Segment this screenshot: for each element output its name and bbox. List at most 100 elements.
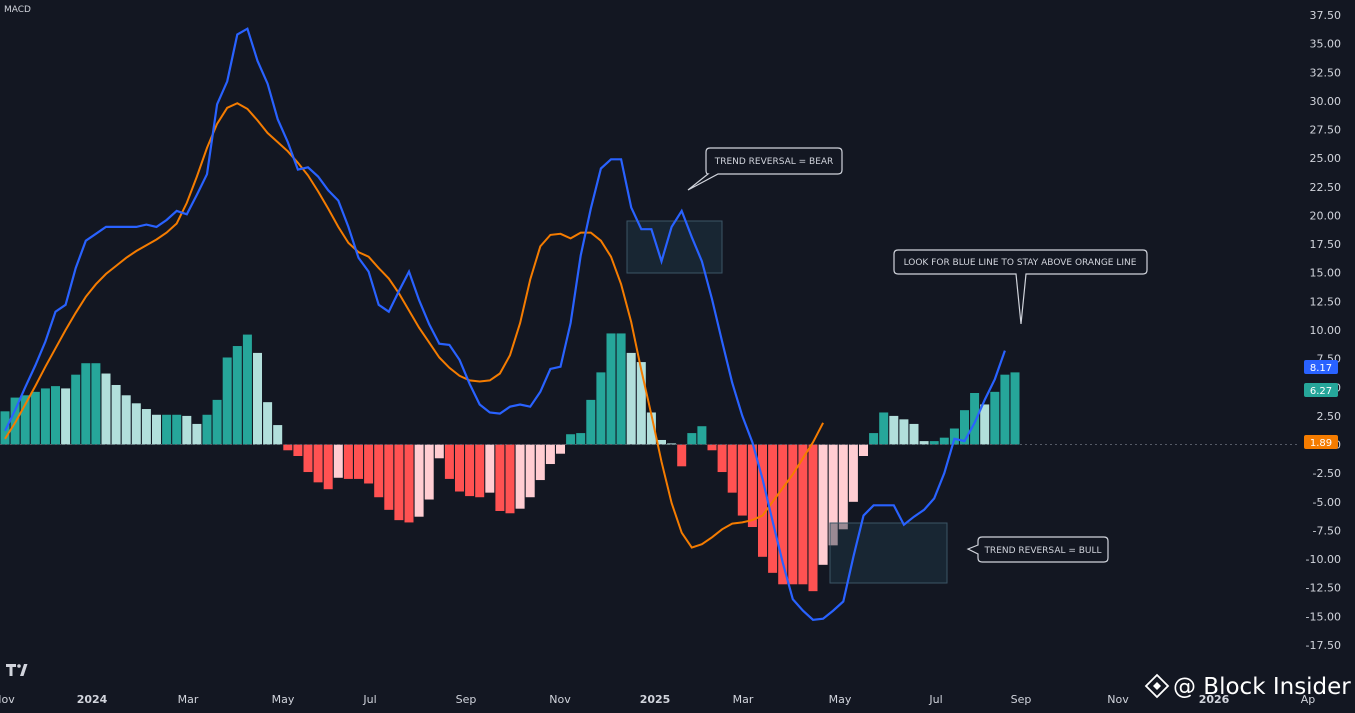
callout-look-text: LOOK FOR BLUE LINE TO STAY ABOVE ORANGE … bbox=[904, 258, 1137, 268]
histogram-bar bbox=[778, 444, 788, 585]
histogram-bar bbox=[677, 444, 687, 467]
histogram-bar bbox=[101, 373, 111, 445]
histogram bbox=[0, 333, 1020, 592]
histogram-bar bbox=[192, 423, 202, 445]
histogram-bar bbox=[970, 393, 980, 445]
x-tick-label: Sep bbox=[1011, 693, 1032, 706]
histogram-bar bbox=[505, 444, 515, 514]
y-tick-label: 17.50 bbox=[1310, 238, 1342, 251]
histogram-bar bbox=[222, 357, 232, 445]
x-tick-label: Mar bbox=[178, 693, 199, 706]
histogram-bar bbox=[667, 443, 677, 445]
macd-badge-bg bbox=[1304, 360, 1338, 374]
histogram-bar bbox=[424, 444, 434, 500]
histogram-bar bbox=[848, 444, 858, 502]
histogram-bar bbox=[61, 388, 71, 445]
x-tick-label: Nov bbox=[0, 693, 15, 706]
histogram-bar bbox=[364, 444, 374, 484]
callout-bull-shape bbox=[966, 536, 1109, 563]
histogram-bar bbox=[111, 384, 121, 445]
signal-value-badge: 1.89 bbox=[1304, 435, 1338, 449]
histogram-bar bbox=[0, 411, 10, 445]
y-tick-label: -12.50 bbox=[1306, 582, 1341, 595]
y-tick-label: 22.50 bbox=[1310, 181, 1342, 194]
macd-line bbox=[4, 27, 1006, 621]
histogram-bar bbox=[949, 428, 959, 445]
histogram-bar bbox=[212, 399, 222, 445]
y-tick-label: -17.50 bbox=[1306, 639, 1341, 652]
histogram-bar bbox=[404, 444, 414, 523]
histogram-bar bbox=[1010, 372, 1020, 445]
x-tick-label: Jul bbox=[928, 693, 942, 706]
callout-bear-shape bbox=[687, 147, 843, 191]
histogram-bar bbox=[273, 425, 283, 445]
macd-badge-value: 8.17 bbox=[1310, 363, 1332, 374]
histogram-bar bbox=[313, 444, 323, 483]
histogram-bar bbox=[929, 441, 939, 445]
y-tick-label: 2.50 bbox=[1317, 410, 1342, 423]
watermark: @ Block Insider bbox=[1144, 673, 1351, 700]
annotation-bull: TREND REVERSAL = BULL bbox=[966, 536, 1109, 563]
y-tick-label: 37.50 bbox=[1310, 9, 1342, 22]
histogram-bar bbox=[808, 444, 818, 592]
y-tick-label: -7.50 bbox=[1313, 524, 1341, 537]
y-axis: 37.50 35.00 32.50 30.00 27.50 25.00 22.50 20.00… bbox=[1306, 9, 1341, 652]
histogram-bar bbox=[515, 444, 525, 509]
histogram-bar bbox=[162, 414, 172, 445]
histogram-bar bbox=[919, 441, 929, 445]
histogram-bar bbox=[152, 414, 161, 445]
histogram-bar bbox=[687, 433, 697, 445]
histogram-bar bbox=[40, 388, 50, 445]
histogram-bar bbox=[626, 352, 636, 445]
histogram-bar bbox=[495, 444, 505, 511]
y-tick-label: 32.50 bbox=[1310, 66, 1342, 79]
histogram-bar bbox=[374, 444, 384, 498]
histogram-badge-bg bbox=[1304, 383, 1338, 397]
y-tick-label: -15.00 bbox=[1306, 610, 1341, 623]
histogram-bar bbox=[465, 444, 475, 497]
y-tick-label: -2.50 bbox=[1313, 467, 1341, 480]
histogram-bar bbox=[909, 423, 919, 445]
x-tick-label: Mar bbox=[733, 693, 754, 706]
histogram-bar bbox=[980, 404, 990, 445]
annotation-blue-above-orange: LOOK FOR BLUE LINE TO STAY ABOVE ORANGE … bbox=[893, 249, 1148, 325]
y-tick-label: 10.00 bbox=[1310, 324, 1342, 337]
histogram-bar bbox=[838, 444, 848, 530]
callout-bull-text: TREND REVERSAL = BULL bbox=[983, 546, 1101, 556]
histogram-bar bbox=[646, 412, 656, 445]
annotation-bear: TREND REVERSAL = BEAR bbox=[687, 147, 843, 191]
histogram-bar bbox=[182, 415, 192, 445]
histogram-bar bbox=[121, 395, 131, 445]
histogram-bar bbox=[202, 414, 212, 445]
histogram-bar bbox=[737, 444, 747, 516]
histogram-bar bbox=[798, 444, 808, 585]
binance-icon bbox=[1144, 673, 1170, 699]
signal-badge-bg bbox=[1304, 435, 1338, 449]
histogram-bar bbox=[71, 374, 81, 445]
x-tick-label: Nov bbox=[1107, 693, 1129, 706]
histogram-bar bbox=[727, 444, 737, 493]
histogram-bar bbox=[657, 439, 666, 445]
histogram-bar bbox=[768, 444, 778, 573]
histogram-bar bbox=[818, 444, 828, 565]
callout-bear-text: TREND REVERSAL = BEAR bbox=[714, 157, 834, 167]
x-axis: Nov 2024 Mar May Jul Sep Nov 2025 Mar May Jul Sep No… bbox=[0, 693, 1315, 706]
indicator-label: MACD bbox=[4, 5, 31, 15]
y-tick-label: 20.00 bbox=[1310, 209, 1342, 222]
histogram-bar bbox=[586, 399, 596, 445]
histogram-bar bbox=[343, 444, 353, 479]
histogram-bar bbox=[444, 444, 454, 479]
histogram-bar bbox=[81, 363, 91, 445]
histogram-bar bbox=[869, 433, 879, 445]
x-tick-label: May bbox=[829, 693, 852, 706]
y-tick-label: 15.00 bbox=[1310, 267, 1342, 280]
macd-value-badge: 8.17 bbox=[1304, 360, 1338, 374]
histogram-bar bbox=[889, 415, 899, 445]
histogram-bar bbox=[636, 362, 646, 445]
histogram-bar bbox=[384, 444, 394, 510]
histogram-bar bbox=[697, 426, 707, 445]
histogram-bar bbox=[30, 391, 40, 445]
x-tick-label: 2024 bbox=[77, 693, 108, 706]
histogram-bar bbox=[535, 444, 545, 481]
